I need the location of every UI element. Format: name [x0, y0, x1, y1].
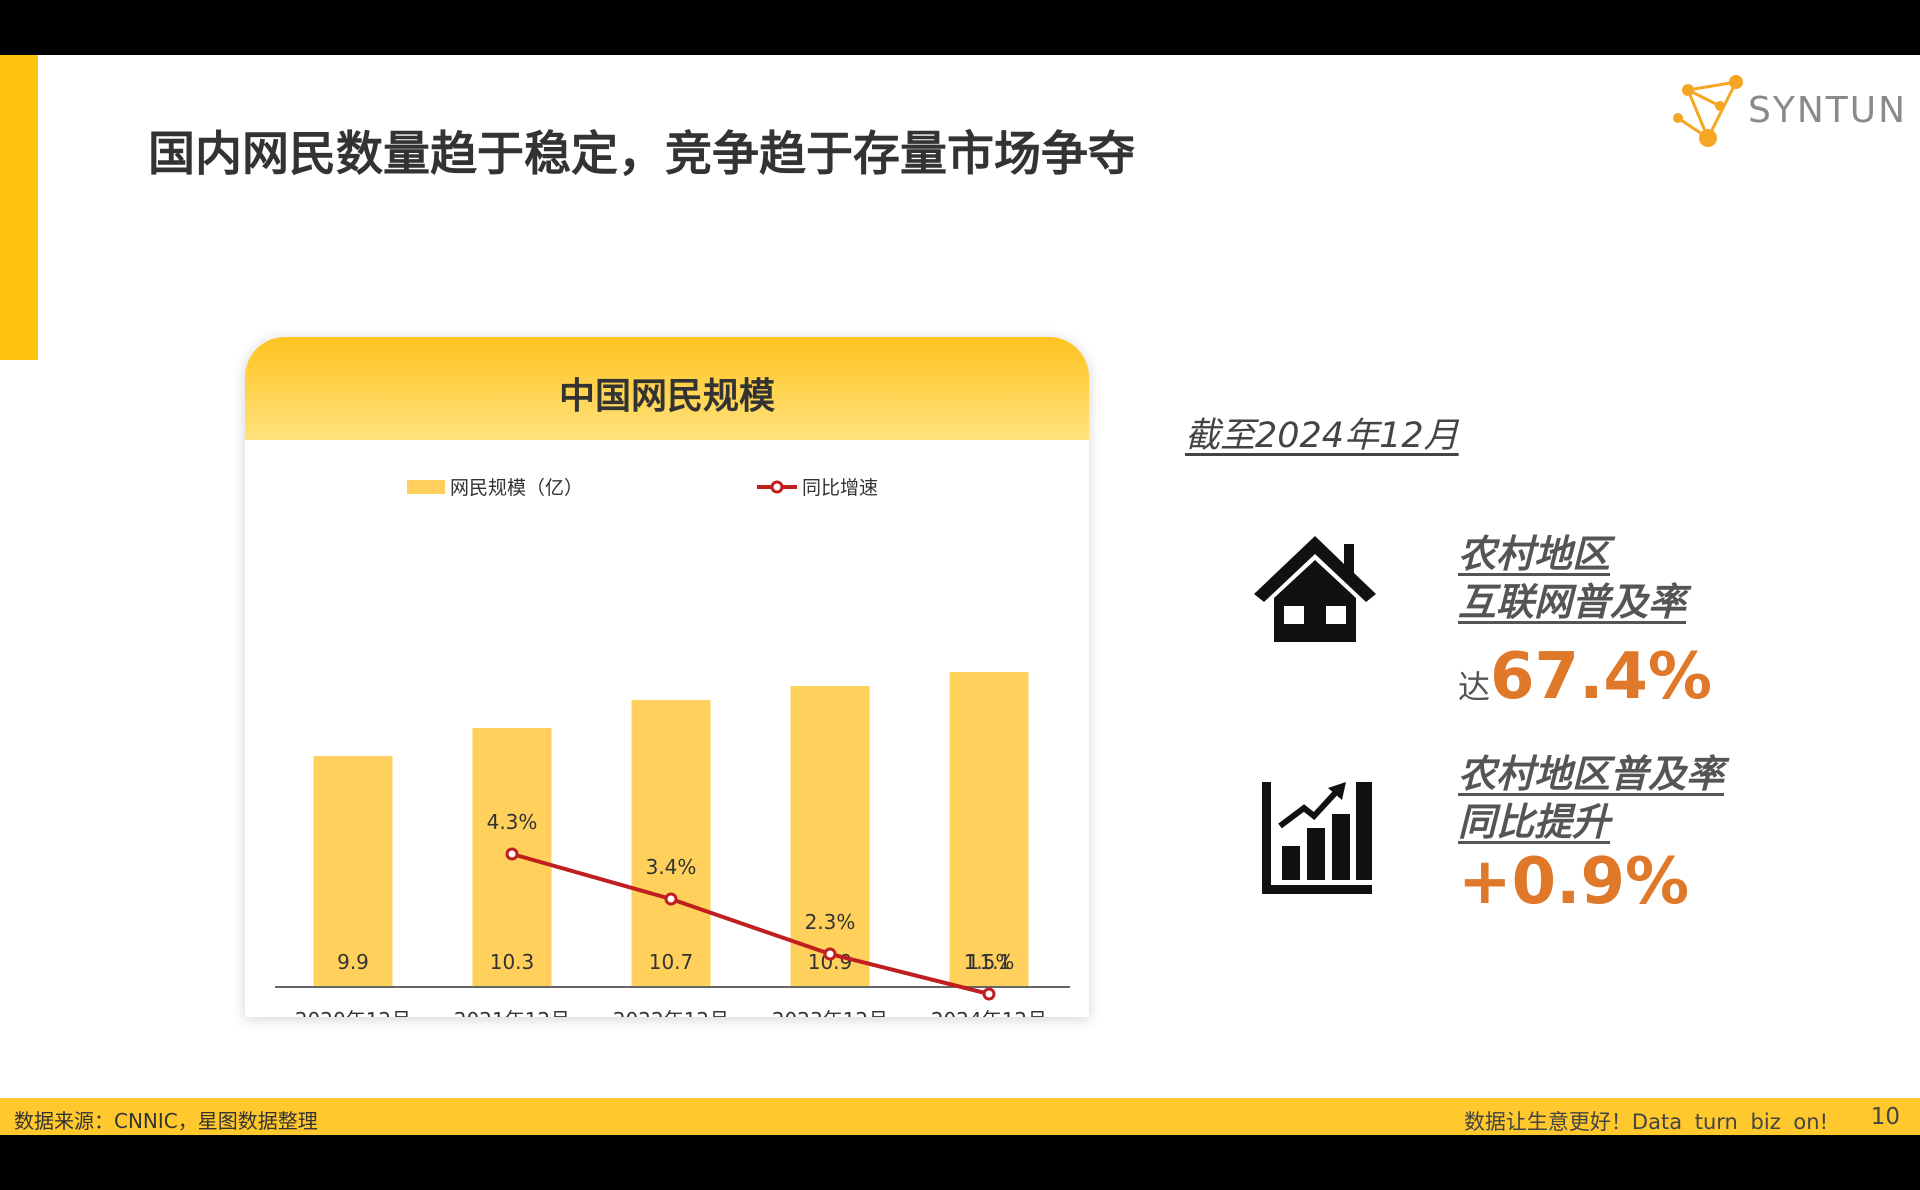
data-source: 数据来源：CNNIC，星图数据整理: [14, 1109, 318, 1133]
page-title: 国内网民数量趋于稳定，竞争趋于存量市场争夺: [148, 127, 1135, 182]
category-label: 2020年12月: [295, 1008, 411, 1017]
growth-point: [505, 847, 519, 861]
chart-title: 中国网民规模: [558, 376, 775, 417]
bar: [949, 672, 1029, 987]
category-label: 2021年12月: [454, 1008, 570, 1017]
stat2-label-line1: 农村地区普及率: [1458, 752, 1725, 796]
bar-value-label: 10.7: [649, 950, 694, 974]
house-icon: [1254, 536, 1376, 642]
chart-card: 中国网民规模 网民规模（亿） 同比增速 9.9 2020年12月 10.3 2021年12…: [245, 337, 1089, 1017]
bar: [313, 756, 393, 987]
stat1-label-line2: 互联网普及率: [1458, 580, 1687, 624]
slogan: 数据让生意更好！Data turn biz on!: [1463, 1110, 1828, 1134]
bar-value-label: 10.3: [490, 950, 535, 974]
bar-value-label: 9.9: [337, 950, 369, 974]
stat2-label: 农村地区普及率 同比提升: [1458, 750, 1724, 846]
bar-value-label: 11.1: [967, 950, 1012, 974]
internet-users-chart: 网民规模（亿） 同比增速 9.9 2020年12月 10.3 2021年12月 10.7 20…: [275, 477, 1070, 1017]
growth-line: [511, 852, 990, 996]
stat2-label-line2: 同比提升: [1458, 800, 1611, 844]
growth-label: 3.4%: [646, 855, 697, 879]
stat1-label: 农村地区 互联网普及率: [1458, 530, 1686, 626]
category-label: 2024年12月: [931, 1008, 1047, 1017]
logo-text: SYNTUN: [1748, 90, 1908, 131]
network-nodes-icon: [1673, 75, 1743, 147]
growth-point: [982, 987, 996, 1001]
growth-point: [823, 947, 837, 961]
stat1-label-line1: 农村地区: [1458, 532, 1611, 576]
legend-marker-line: [770, 480, 784, 494]
stat2-value: +0.9%: [1458, 845, 1690, 919]
bar: [631, 700, 711, 987]
stat1-value-block: 达67.4%: [1458, 640, 1712, 714]
stat1-value: 67.4%: [1490, 640, 1713, 714]
growth-label: 4.3%: [487, 810, 538, 834]
growth-point: [664, 892, 678, 906]
category-label: 2023年12月: [772, 1008, 888, 1017]
bar: [790, 686, 870, 987]
slide: 国内网民数量趋于稳定，竞争趋于存量市场争夺 SYNTUN 中国网民规模 网民规模…: [0, 55, 1920, 1135]
growth-label: 2.3%: [805, 910, 856, 934]
bar-chart-growth-icon: [1262, 782, 1372, 894]
legend-label-line: 同比增速: [802, 477, 878, 499]
as-of-date: 截至2024年12月: [1185, 416, 1459, 456]
category-label: 2022年12月: [613, 1008, 729, 1017]
footer-bar: 数据来源：CNNIC，星图数据整理 数据让生意更好！Data turn biz …: [0, 1098, 1920, 1135]
accent-bar: [0, 55, 38, 360]
stat1-prefix: 达: [1458, 668, 1491, 706]
syntun-logo: SYNTUN: [1668, 70, 1905, 155]
growth-label: 1.5%: [964, 950, 1015, 974]
chart-card-header: [245, 337, 1089, 440]
legend-swatch-bar: [407, 480, 445, 494]
page-number: 10: [1870, 1104, 1900, 1130]
legend-label-bar: 网民规模（亿）: [450, 477, 583, 499]
